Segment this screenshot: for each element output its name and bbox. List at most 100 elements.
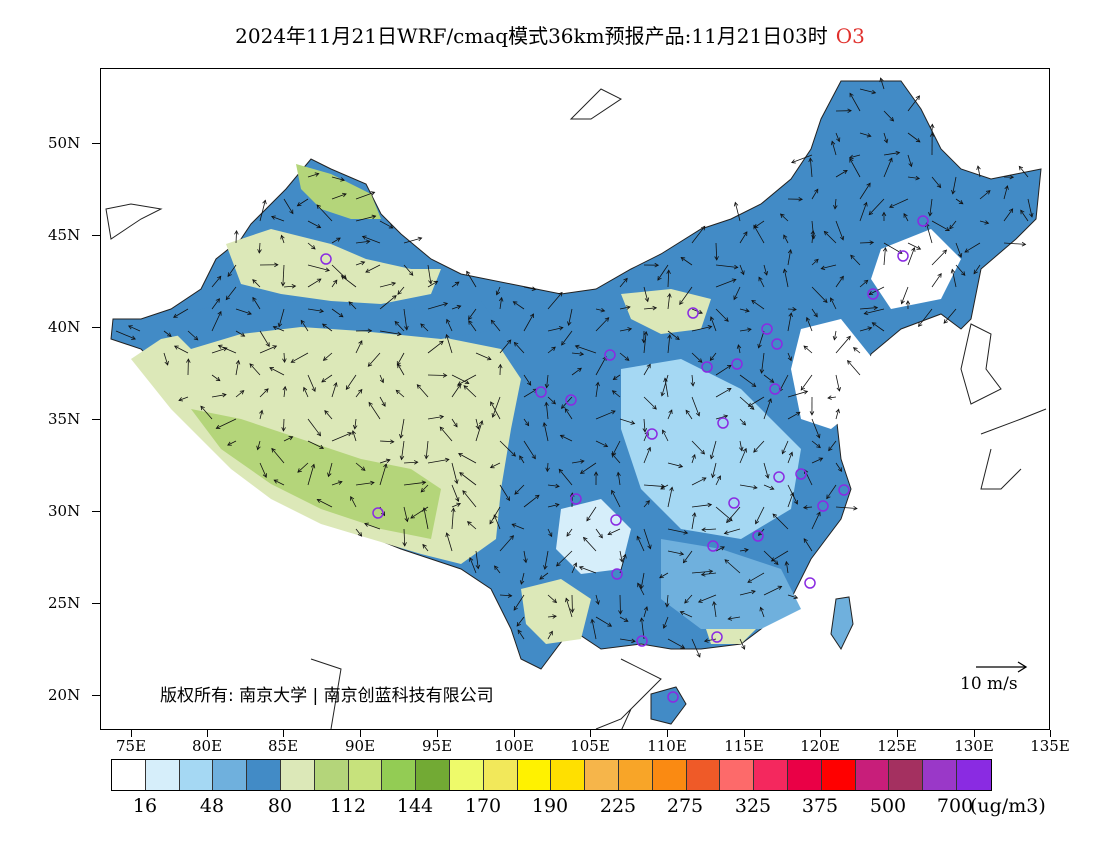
wind-arrow [787,249,793,266]
wind-arrow [499,535,514,552]
wind-arrow [281,418,286,432]
wind-arrow [259,409,264,420]
taiwan [830,596,854,651]
wind-arrow [547,396,556,405]
y-tick-label: 30N [48,502,81,520]
wind-arrow [964,242,981,253]
y-tick-label: 50N [48,134,81,152]
wind-arrow [451,418,458,428]
wind-arrow [859,305,879,311]
wind-arrow [163,352,169,366]
wind-arrow [715,388,732,398]
wind-arrow [307,264,330,272]
wind-arrow [643,331,649,354]
wind-arrow [367,352,381,367]
wind-arrow [800,374,813,391]
wind-arrow [659,572,669,579]
wind-arrow [643,606,649,618]
wind-arrow [259,199,267,222]
wind-arrow [763,374,775,383]
x-tick [437,730,438,737]
wind-arrow [643,363,651,376]
wind-arrow [929,132,935,156]
wind-arrow [739,327,752,333]
legend-label: 16 [132,795,158,817]
wind-arrow [931,176,942,189]
wind-arrow [709,316,717,332]
wind-arrow [462,490,477,508]
legend-label: 144 [396,795,434,817]
station-marker [769,383,781,395]
wind-arrow [882,247,888,266]
wind-arrow [307,220,322,229]
wind-arrow [783,234,789,244]
wind-arrow [539,572,549,580]
station-marker [604,349,616,361]
legend-label: 190 [531,795,569,817]
wind-arrow [903,212,909,222]
y-tick [92,695,100,696]
wind-arrow [217,344,237,354]
wind-arrow [637,582,645,596]
wind-arrow [593,471,599,486]
station-marker [636,635,648,647]
wind-arrow [235,330,246,337]
legend-swatch [855,760,890,790]
wind-arrow [929,123,935,134]
wind-arrow [701,527,717,532]
wind-arrow [403,506,409,523]
wind-arrow [547,326,564,332]
wind-arrow [235,390,245,398]
wind-arrow [379,330,402,337]
legend-swatch [551,760,586,790]
wind-arrow [163,330,172,337]
wind-arrow [639,572,645,590]
wind-arrow [579,462,597,474]
wind-arrow [257,242,262,254]
wind-arrow [498,363,503,376]
wind-arrow [803,538,813,552]
wind-arrow [709,352,717,362]
wind-arrow [256,440,261,451]
legend-swatch [145,760,180,790]
chart-title: 2024年11月21日WRF/cmaq模式36km预报产品:11月21日03时 O… [0,20,1100,49]
wind-arrow [355,462,366,471]
wind-arrow [667,330,680,341]
legend-swatch [280,760,315,790]
wind-arrow [711,462,717,479]
wind-arrow [451,383,461,398]
wind-arrow [739,484,758,490]
wind-arrow [173,308,189,318]
wind-arrow [709,440,717,460]
wind-arrow [420,484,429,493]
wind-arrow [715,475,722,486]
wind-arrow [570,594,575,614]
wind-arrow [115,330,136,340]
wind-arrow [726,506,741,524]
wind-arrow [420,323,429,332]
wind-arrow [519,572,525,585]
wind-arrow [619,616,629,622]
wind-arrow [763,585,783,596]
wind-arrow [403,236,423,244]
wind-arrow [511,523,525,530]
wind-arrow [303,386,309,398]
wind-arrow [350,495,357,508]
wind-arrow [657,264,669,281]
y-tick [92,419,100,420]
wind-arrow [679,611,693,618]
wind-arrow [307,278,322,288]
wind-arrow [547,483,560,489]
wind-arrow [835,132,841,143]
wind-arrow [703,638,717,643]
wind-arrow [715,546,725,552]
wind-arrow [847,359,861,376]
wind-arrow [679,286,693,306]
wind-arrow [660,484,669,490]
wind-arrow [755,506,765,525]
wind-arrow [751,299,765,310]
station-marker [773,471,785,483]
wind-arrow [355,340,363,354]
wind-arrow [490,319,501,332]
wind-arrow [955,242,963,258]
